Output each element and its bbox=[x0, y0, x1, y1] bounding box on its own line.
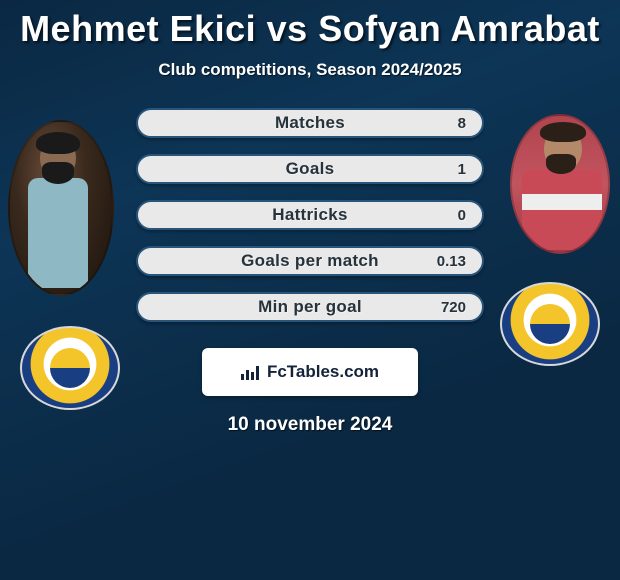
stat-value-right: 0 bbox=[458, 207, 466, 224]
stat-label: Goals bbox=[138, 159, 482, 179]
stat-row: Hattricks 0 bbox=[136, 200, 484, 230]
stat-value-right: 1 bbox=[458, 161, 466, 178]
chart-icon bbox=[241, 364, 261, 380]
stat-value-right: 0.13 bbox=[437, 253, 466, 270]
player-photo-right bbox=[510, 114, 610, 254]
stat-row: Goals 1 bbox=[136, 154, 484, 184]
club-badge-right bbox=[500, 282, 600, 366]
stat-label: Goals per match bbox=[138, 251, 482, 271]
stat-value-right: 720 bbox=[441, 299, 466, 316]
page-title: Mehmet Ekici vs Sofyan Amrabat bbox=[0, 0, 620, 50]
player-photo-left bbox=[8, 120, 114, 296]
subtitle: Club competitions, Season 2024/2025 bbox=[0, 60, 620, 80]
stat-label: Matches bbox=[138, 113, 482, 133]
date-text: 10 november 2024 bbox=[0, 414, 620, 436]
stat-row: Min per goal 720 bbox=[136, 292, 484, 322]
club-badge-left bbox=[20, 326, 120, 410]
brand-text: FcTables.com bbox=[267, 362, 379, 382]
stat-label: Min per goal bbox=[138, 297, 482, 317]
stat-value-right: 8 bbox=[458, 115, 466, 132]
brand-badge: FcTables.com bbox=[202, 348, 418, 396]
stats-list: Matches 8 Goals 1 Hattricks 0 Goals per … bbox=[136, 108, 484, 322]
stat-label: Hattricks bbox=[138, 205, 482, 225]
stat-row: Goals per match 0.13 bbox=[136, 246, 484, 276]
stat-row: Matches 8 bbox=[136, 108, 484, 138]
